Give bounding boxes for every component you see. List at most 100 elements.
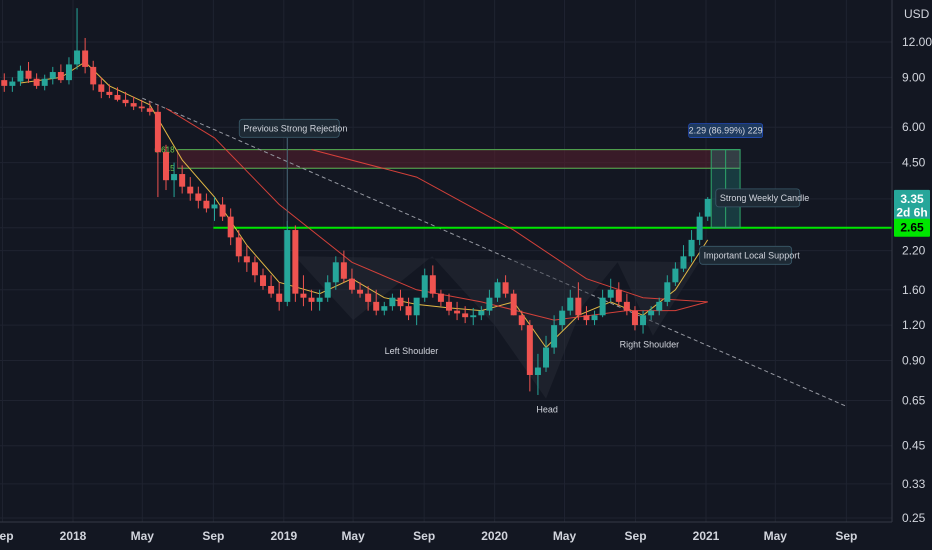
price-badge-text: 2d 6h	[896, 205, 927, 219]
callout-previous-strong-rejection: Previous Strong Rejection	[238, 118, 347, 226]
candle-body	[445, 301, 452, 311]
time-tick: 2018	[60, 529, 87, 543]
label-left-shoulder: Left Shoulder	[385, 346, 439, 356]
candle-body	[203, 200, 210, 209]
candle-body	[534, 367, 541, 375]
candle-body	[518, 315, 525, 326]
chart-grid	[0, 0, 892, 522]
candle-body	[664, 282, 671, 302]
candle-body	[680, 256, 687, 269]
measure-label: 2.29 (86.99%) 229	[688, 123, 763, 138]
candle-body	[348, 278, 355, 290]
candle-body	[300, 293, 307, 298]
candle-body	[187, 186, 194, 194]
candle-body	[138, 106, 145, 109]
price-badge	[894, 203, 930, 222]
candle-body	[179, 174, 186, 187]
time-tick: May	[553, 529, 577, 543]
candle-body	[90, 66, 97, 85]
price-axis[interactable]: 12.00 9.00 6.00 4.50 2.20 1.60 1.20 0.90 0.65 0.4…	[902, 35, 932, 525]
price-tick: 1.60	[902, 283, 926, 297]
candle-body	[82, 50, 89, 67]
price-tick: 0.90	[902, 353, 926, 367]
candle-body	[171, 174, 178, 181]
candle-body	[631, 310, 638, 326]
candle-body	[405, 306, 412, 316]
time-tick: May	[341, 529, 365, 543]
candle-body	[373, 301, 380, 311]
candle-body	[324, 282, 331, 298]
time-tick: May	[764, 529, 788, 543]
callout-weekly-text: Strong Weekly Candle	[720, 193, 809, 203]
candle-body	[17, 70, 24, 82]
time-tick: 2020	[481, 529, 508, 543]
callout-important-local-support: Important Local Support	[699, 245, 800, 265]
candle-body	[672, 268, 679, 283]
candle-body	[623, 301, 630, 311]
ma-line	[311, 149, 708, 303]
price-tick: 1.20	[902, 318, 926, 332]
candle-body	[114, 94, 121, 100]
candle-body	[510, 293, 517, 316]
candles	[1, 8, 711, 395]
candle-body	[413, 297, 420, 316]
candle-body	[106, 91, 113, 95]
candle-body	[316, 297, 323, 302]
price-tick: 0.33	[902, 477, 926, 491]
candle-body	[211, 204, 218, 209]
candle-body	[219, 204, 226, 217]
time-tick: Sep	[625, 529, 647, 543]
time-tick: 2019	[270, 529, 297, 543]
time-tick: Sep	[413, 529, 435, 543]
price-tick: 9.00	[902, 70, 926, 84]
candle-body	[648, 310, 655, 316]
candle-body	[583, 315, 590, 321]
candle-body	[551, 325, 558, 348]
candle-body	[365, 293, 372, 302]
candle-body	[41, 78, 48, 86]
candle-body	[308, 297, 315, 302]
price-tick: 0.45	[902, 439, 926, 453]
candle-body	[154, 111, 161, 153]
price-tick: 12.00	[902, 35, 932, 49]
price-tick: 0.65	[902, 394, 926, 408]
candle-body	[1, 80, 8, 86]
candle-body	[526, 325, 533, 375]
candle-body	[389, 297, 396, 307]
candle-body	[74, 50, 81, 65]
candle-body	[704, 198, 711, 217]
candle-body	[454, 310, 461, 314]
price-tick: 4.50	[902, 156, 926, 170]
fib-resistance-zone	[177, 149, 741, 169]
price-axis-background	[892, 0, 932, 550]
candle-body	[688, 239, 695, 257]
time-tick: Sep	[835, 529, 857, 543]
candle-body	[559, 310, 566, 326]
time-tick: Sep	[202, 529, 224, 543]
candle-body	[284, 230, 291, 302]
price-badge-text: 2.65	[900, 221, 924, 235]
candle-body	[486, 297, 493, 311]
price-tick: 2.20	[902, 244, 926, 258]
candle-body	[162, 152, 169, 181]
time-tick: 2021	[693, 529, 720, 543]
currency-label: USD	[904, 7, 930, 21]
candle-body	[381, 306, 388, 311]
candle-body	[98, 84, 105, 92]
candle-body	[502, 282, 509, 294]
time-tick: May	[131, 529, 155, 543]
candle-body	[25, 70, 32, 79]
time-tick: Sep	[0, 529, 14, 543]
candle-body	[494, 282, 501, 298]
candle-body	[429, 275, 436, 294]
candle-body	[9, 81, 16, 86]
candle-body	[292, 230, 299, 294]
head-shoulders-shading	[294, 256, 700, 399]
candle-body	[33, 78, 40, 86]
candle-body	[65, 64, 72, 81]
candle-body	[122, 99, 129, 104]
time-axis[interactable]: Sep 2018 May Sep 2019 May Sep 2020 May Sep 2021 May…	[0, 529, 857, 543]
candle-body	[567, 297, 574, 311]
label-head: Head	[536, 404, 558, 414]
